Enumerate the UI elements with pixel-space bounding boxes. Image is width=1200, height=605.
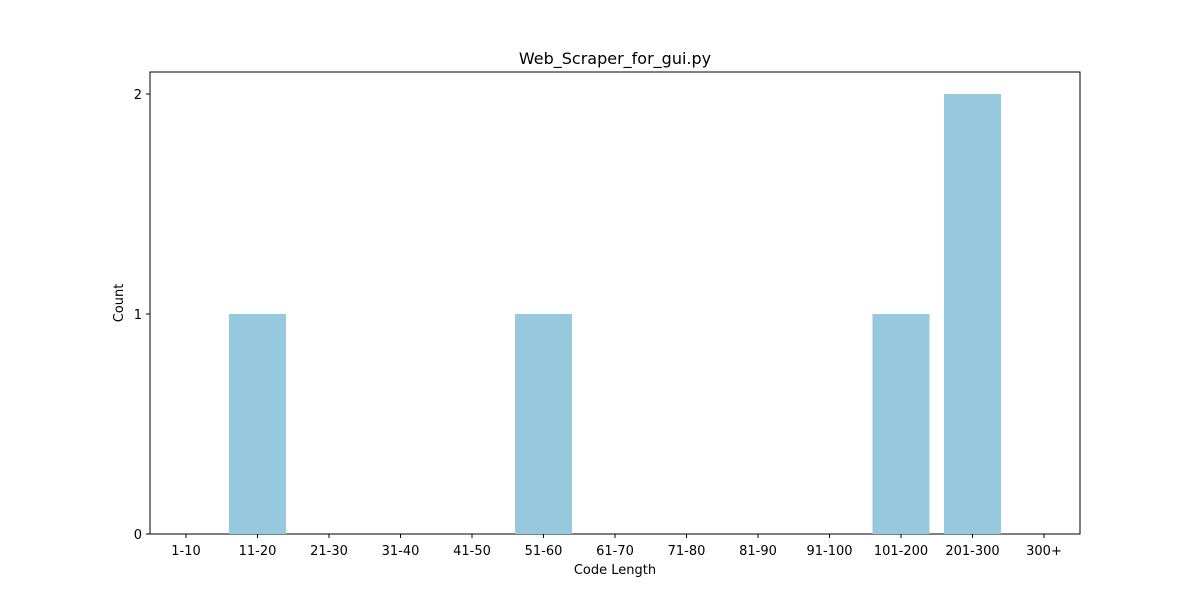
x-tick-label: 11-20 — [239, 544, 277, 559]
x-tick-label: 21-30 — [310, 544, 348, 559]
chart-title: Web_Scraper_for_gui.py — [519, 49, 711, 69]
plot-area-frame — [149, 71, 1081, 535]
y-axis-ticks: 0 1 2 — [134, 88, 150, 543]
x-tick-label: 71-80 — [668, 544, 706, 559]
x-tick-label: 41-50 — [453, 544, 491, 559]
x-axis-label: Code Length — [574, 563, 656, 578]
x-tick-label: 300+ — [1026, 544, 1062, 559]
y-axis-label: Count — [112, 284, 127, 323]
x-tick-label: 31-40 — [382, 544, 420, 559]
x-tick-label: 51-60 — [525, 544, 563, 559]
bar-201-300 — [944, 94, 1001, 534]
bar-51-60 — [515, 314, 572, 534]
x-tick-label: 101-200 — [874, 544, 928, 559]
x-tick-label: 61-70 — [596, 544, 634, 559]
bar-11-20 — [229, 314, 286, 534]
x-tick-label: 201-300 — [945, 544, 999, 559]
x-tick-label: 81-90 — [739, 544, 777, 559]
bars-group — [229, 94, 1001, 534]
y-tick-label: 2 — [134, 88, 142, 103]
x-tick-label: 1-10 — [171, 544, 201, 559]
y-tick-label: 0 — [134, 528, 142, 543]
x-tick-label: 91-100 — [806, 544, 852, 559]
y-tick-label: 1 — [134, 308, 142, 323]
bar-101-200 — [872, 314, 930, 534]
x-axis-ticks: 1-10 11-20 21-30 31-40 41-50 51-60 61-70 71-80 8… — [171, 534, 1062, 559]
